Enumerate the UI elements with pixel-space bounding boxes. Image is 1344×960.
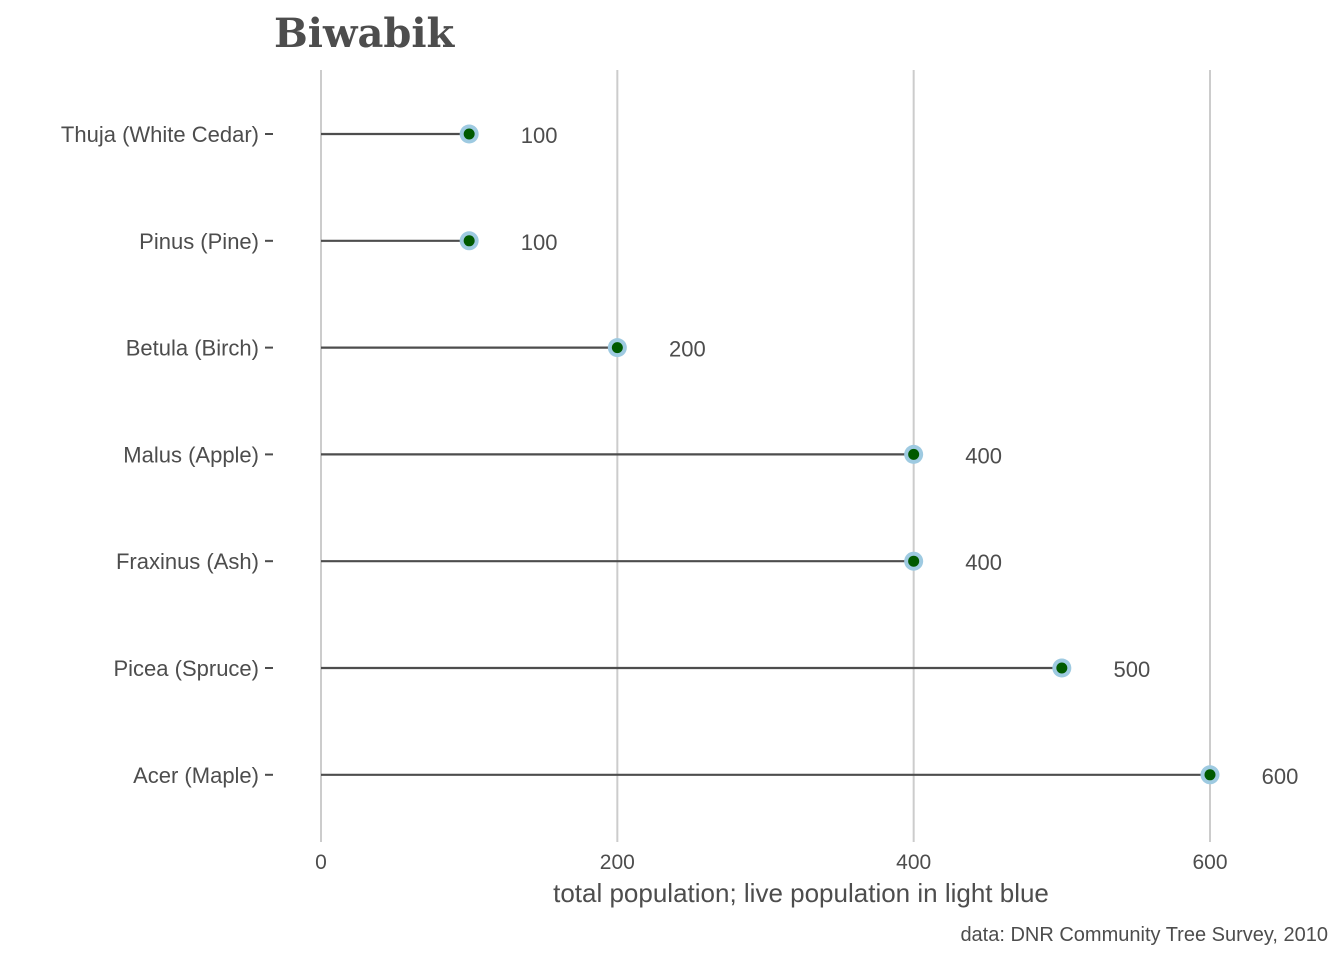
category-label: Pinus (Pine)	[139, 229, 259, 254]
chart-title: Biwabik	[274, 10, 456, 57]
x-axis-ticks: 0 200 400 600	[315, 851, 1227, 874]
category-label: Picea (Spruce)	[113, 656, 259, 681]
total-population-point	[1204, 769, 1216, 781]
x-tick-label: 600	[1192, 851, 1227, 874]
total-population-point	[463, 235, 475, 247]
value-label: 600	[1262, 764, 1299, 789]
value-label: 400	[965, 550, 1002, 575]
total-population-point	[463, 128, 475, 140]
value-label: 400	[965, 443, 1002, 468]
gridlines	[320, 70, 1211, 842]
category-label: Malus (Apple)	[123, 442, 259, 467]
category-label: Acer (Maple)	[133, 763, 259, 788]
category-label: Fraxinus (Ash)	[116, 549, 259, 574]
lollipop-marks: 100 100 200 400 400 500 600	[321, 123, 1298, 789]
value-label: 100	[521, 230, 558, 255]
category-labels: Thuja (White Cedar) Pinus (Pine) Betula (B…	[61, 122, 273, 788]
x-tick-label: 0	[315, 851, 327, 874]
category-label: Thuja (White Cedar)	[61, 122, 259, 147]
x-axis-label: total population; live population in lig…	[553, 878, 1049, 908]
value-label: 500	[1113, 657, 1150, 682]
caption: data: DNR Community Tree Survey, 2010	[960, 924, 1328, 946]
x-tick-label: 200	[600, 851, 635, 874]
total-population-point	[611, 342, 623, 354]
x-tick-label: 400	[896, 851, 931, 874]
total-population-point	[1056, 662, 1068, 674]
total-population-point	[908, 448, 920, 460]
total-population-point	[908, 555, 920, 567]
category-label: Betula (Birch)	[126, 336, 259, 361]
value-label: 100	[521, 123, 558, 148]
value-label: 200	[669, 337, 706, 362]
